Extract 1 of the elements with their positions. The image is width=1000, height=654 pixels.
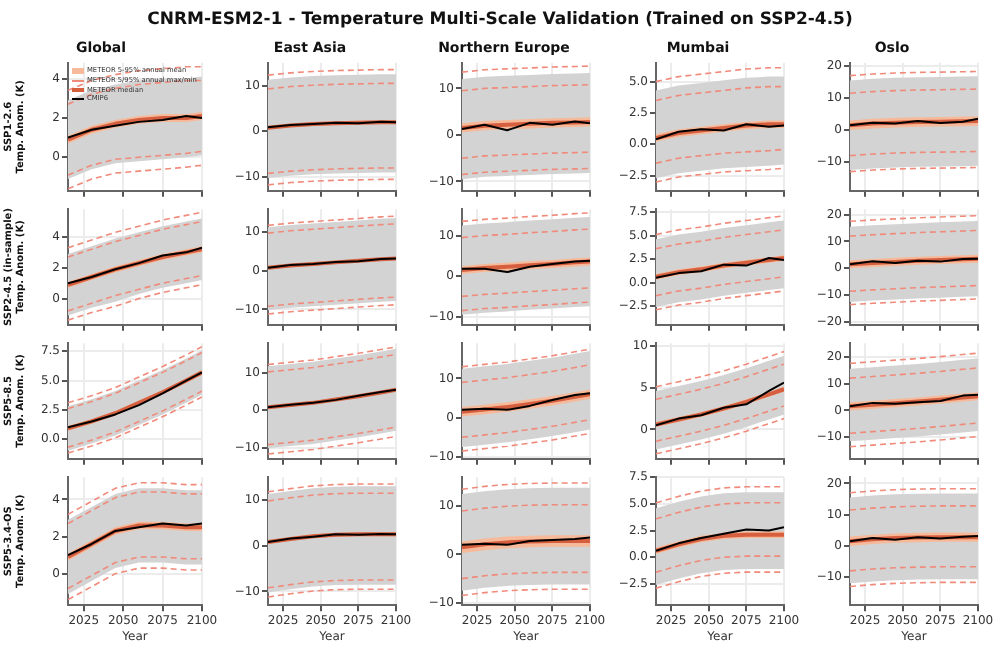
text: CNRM-ESM2-1 - Temperature Multi-Scale Validation (Trained on SSP2-4.5): [145, 8, 855, 34]
